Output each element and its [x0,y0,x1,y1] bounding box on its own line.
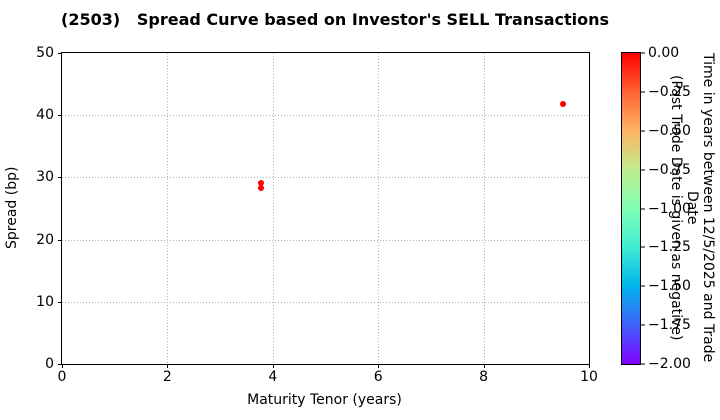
x-axis-label: Maturity Tenor (years) [247,392,402,408]
gridline-horizontal [62,115,589,117]
colorbar-tick-mark [641,285,645,287]
colorbar-tick-label: −0.75 [648,161,691,178]
plot-area: 0 2 4 6 8 10 0 10 20 30 40 50 [36,46,598,384]
y-tick-mark [58,53,62,54]
colorbar-gradient [622,53,640,364]
gridline-vertical [378,53,380,364]
x-tick-label: 6 [373,369,383,385]
x-tick-label: 8 [479,369,489,385]
colorbar-tick-label: −2.00 [648,356,691,372]
y-tick-label: 10 [36,293,54,310]
colorbar-tick-label: −0.50 [648,122,691,139]
x-tick-mark [483,364,485,368]
chart-title: (2503) Spread Curve based on Investor's … [61,10,610,29]
data-point [560,101,567,107]
y-tick-mark [58,364,62,365]
y-tick-mark [58,115,62,117]
colorbar-tick-label: −1.75 [648,317,691,334]
x-tick-label: 4 [268,369,278,385]
colorbar-tick-mark [641,91,645,93]
colorbar-tick-label: 0.00 [648,45,680,61]
y-tick-label: 40 [36,107,54,124]
y-tick-mark [58,239,62,241]
gridline-horizontal [62,239,589,241]
y-axis-label: Spread (bp) [4,166,20,249]
gridline-vertical [483,53,485,364]
gridline-vertical [167,53,169,364]
colorbar-tick-label: −1.25 [648,239,691,256]
y-tick-label: 0 [45,356,54,372]
colorbar-tick-label: −1.00 [648,200,691,217]
gridline-horizontal [62,177,589,179]
y-tick-label: 20 [36,231,54,248]
data-point [257,179,264,186]
gridline-vertical [272,53,274,364]
y-tick-mark [58,301,62,303]
x-tick-label: 10 [580,369,598,385]
colorbar-tick-mark [641,169,645,171]
gridline-horizontal [62,301,589,303]
colorbar-tick-label: −1.50 [648,278,691,295]
colorbar-tick-label: −0.25 [648,83,691,100]
y-tick-mark [58,177,62,179]
x-tick-mark [167,364,169,368]
y-tick-label: 30 [36,169,54,186]
colorbar-tick-mark [641,130,645,132]
colorbar-tick-mark [641,246,645,248]
x-tick-label: 2 [162,369,172,385]
colorbar-tick-mark [641,208,645,209]
colorbar-tick-mark [641,363,645,365]
colorbar-label: Time in years between 12/5/2025 and Trad… [668,52,716,363]
x-tick-mark [272,364,274,368]
x-tick-mark [589,364,590,368]
x-tick-mark [378,364,380,368]
colorbar-tick-mark [641,324,645,326]
x-tick-mark [62,364,63,368]
y-tick-label: 50 [36,45,54,61]
x-tick-label: 0 [57,369,67,385]
colorbar: 0.00 −0.25 −0.50 −0.75 −1.00 −1.25 −1.50 −1.75 −… [621,46,691,371]
colorbar-tick-mark [641,52,645,54]
data-point [257,184,264,191]
